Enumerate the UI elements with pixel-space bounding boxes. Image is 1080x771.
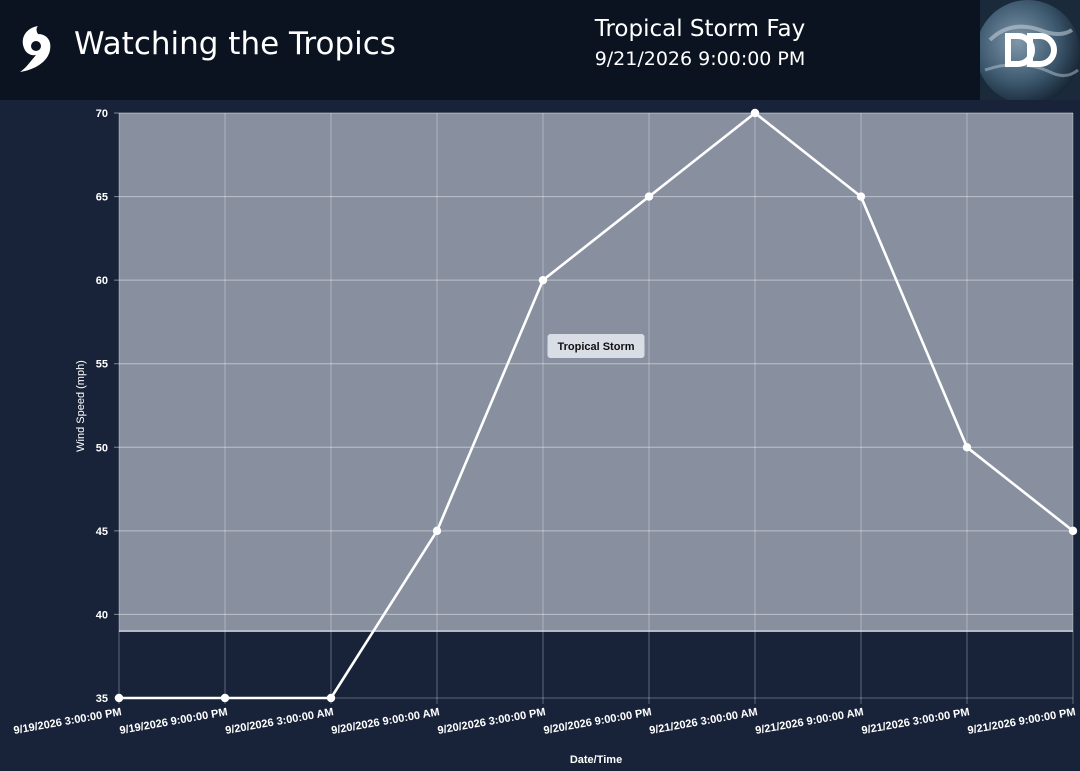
header-bar: Watching the Tropics Tropical Storm Fay … [0,0,1080,100]
data-point[interactable] [1068,526,1078,536]
wind-speed-chart: 35 40 45 50 55 60 65 70 9/19/2026 3:00:00 PM 9/1… [0,100,1080,771]
x-tick-label: 9/19/2026 9:00:00 PM [119,706,229,737]
y-tick-label: 60 [96,275,108,287]
y-tick-label: 45 [96,526,108,538]
app-title: Watching the Tropics [74,26,396,62]
grid-lines [114,112,1074,704]
x-tick-label: 9/21/2026 3:00:00 PM [861,706,971,737]
y-axis-title: Wind Speed (mph) [75,360,87,452]
data-point[interactable] [326,693,336,703]
data-point[interactable] [432,526,442,536]
y-tick-label: 55 [96,359,108,371]
dd-logo [980,0,1080,100]
y-tick-label: 50 [96,442,108,454]
x-tick-label: 9/20/2026 3:00:00 PM [437,706,547,737]
x-tick-label: 9/20/2026 9:00:00 PM [543,706,653,737]
y-tick-label: 65 [96,192,108,204]
chart-canvas: 35 40 45 50 55 60 65 70 9/19/2026 3:00:00 PM9/1… [13,108,1078,766]
y-axis-ticks: 35 40 45 50 55 60 65 70 [96,108,108,705]
data-point[interactable] [644,192,654,201]
storm-time: 9/21/2026 9:00:00 PM [594,48,806,70]
y-tick-label: 35 [96,693,108,705]
x-axis-title: Date/Time [570,754,622,766]
data-point[interactable] [750,108,760,118]
x-tick-label: 9/20/2026 9:00:00 AM [330,706,440,737]
wind-speed-line [119,111,1074,700]
hurricane-icon [20,26,51,72]
tropical-storm-band [119,113,1073,632]
x-tick-label: 9/21/2026 3:00:00 AM [648,706,758,737]
band-label: Tropical Storm [557,341,634,353]
x-axis-ticks: 9/19/2026 3:00:00 PM9/19/2026 9:00:00 PM… [13,706,1077,737]
data-points [114,108,1078,703]
storm-name: Tropical Storm Fay [594,16,806,42]
data-point[interactable] [538,275,548,285]
y-tick-label: 70 [96,108,108,120]
data-point[interactable] [856,192,866,201]
band-label-background [547,334,645,358]
data-point[interactable] [220,693,230,703]
y-tick-label: 40 [96,609,108,621]
band-label-group: Tropical Storm [547,334,645,358]
x-tick-label: 9/21/2026 9:00:00 AM [754,706,864,737]
data-point[interactable] [114,693,124,703]
x-tick-label: 9/19/2026 3:00:00 PM [13,706,123,737]
x-tick-label: 9/21/2026 9:00:00 PM [967,706,1077,737]
data-point[interactable] [962,443,972,452]
x-tick-label: 9/20/2026 3:00:00 AM [224,706,334,737]
